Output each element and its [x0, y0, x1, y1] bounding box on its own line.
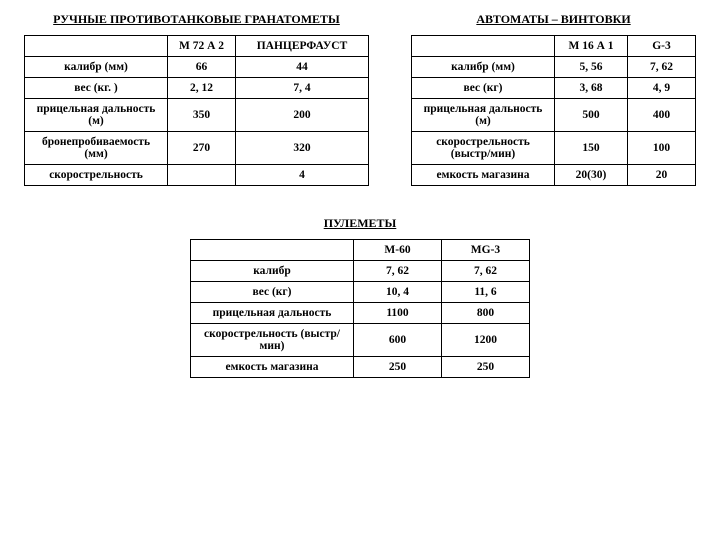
- section-grenade-launchers: РУЧНЫЕ ПРОТИВОТАНКОВЫЕ ГРАНАТОМЕТЫ М 72 …: [24, 12, 369, 186]
- row-label: калибр: [191, 261, 354, 282]
- table-header-row: М-60 МG-3: [191, 240, 530, 261]
- cell: 200: [236, 99, 369, 132]
- header-empty: [191, 240, 354, 261]
- cell: 20(30): [555, 165, 628, 186]
- section-rifles: АВТОМАТЫ – ВИНТОВКИ М 16 А 1 G-3 калибр …: [411, 12, 696, 186]
- cell: 400: [628, 99, 696, 132]
- cell: 350: [168, 99, 236, 132]
- table-row: емкость магазина250250: [191, 357, 530, 378]
- table-row: скорострельность (выстр/мин)6001200: [191, 324, 530, 357]
- row-label: вес (кг): [412, 78, 555, 99]
- table-rifles: М 16 А 1 G-3 калибр (мм)5, 567, 62 вес (…: [411, 35, 696, 186]
- cell: 11, 6: [442, 282, 530, 303]
- header-cell: G-3: [628, 36, 696, 57]
- table-grenade-launchers: М 72 А 2 ПАНЦЕРФАУСТ калибр (мм)6644 вес…: [24, 35, 369, 186]
- cell: 3, 68: [555, 78, 628, 99]
- row-label: прицельная дальность: [191, 303, 354, 324]
- cell: 100: [628, 132, 696, 165]
- section-machine-guns: ПУЛЕМЕТЫ М-60 МG-3 калибр7, 627, 62 вес …: [24, 216, 696, 378]
- row-label: емкость магазина: [191, 357, 354, 378]
- table-header-row: М 16 А 1 G-3: [412, 36, 696, 57]
- table-row: емкость магазина20(30)20: [412, 165, 696, 186]
- cell: 150: [555, 132, 628, 165]
- table-row: прицельная дальность1100800: [191, 303, 530, 324]
- cell: 800: [442, 303, 530, 324]
- cell: 44: [236, 57, 369, 78]
- row-label: емкость магазина: [412, 165, 555, 186]
- cell: 500: [555, 99, 628, 132]
- cell: 320: [236, 132, 369, 165]
- table-row: скорострельность 4: [25, 165, 369, 186]
- row-label: скорострельность (выстр/мин): [412, 132, 555, 165]
- cell: 1200: [442, 324, 530, 357]
- row-label: прицельная дальность (м): [25, 99, 168, 132]
- row-label: прицельная дальность (м): [412, 99, 555, 132]
- cell: 10, 4: [354, 282, 442, 303]
- cell: 7, 62: [442, 261, 530, 282]
- table-row: калибр7, 627, 62: [191, 261, 530, 282]
- header-empty: [25, 36, 168, 57]
- cell: 250: [442, 357, 530, 378]
- cell: 20: [628, 165, 696, 186]
- table-row: калибр (мм)5, 567, 62: [412, 57, 696, 78]
- section-title: АВТОМАТЫ – ВИНТОВКИ: [476, 12, 630, 27]
- header-cell: М 72 А 2: [168, 36, 236, 57]
- cell: 5, 56: [555, 57, 628, 78]
- table-row: бронепробиваемость (мм)270320: [25, 132, 369, 165]
- table-row: вес (кг)3, 684, 9: [412, 78, 696, 99]
- cell: 600: [354, 324, 442, 357]
- cell: 270: [168, 132, 236, 165]
- row-label: калибр (мм): [412, 57, 555, 78]
- table-row: прицельная дальность (м)350200: [25, 99, 369, 132]
- cell: 1100: [354, 303, 442, 324]
- cell: 7, 4: [236, 78, 369, 99]
- table-machine-guns: М-60 МG-3 калибр7, 627, 62 вес (кг)10, 4…: [190, 239, 530, 378]
- row-label: вес (кг. ): [25, 78, 168, 99]
- section-title: ПУЛЕМЕТЫ: [324, 216, 397, 231]
- section-title: РУЧНЫЕ ПРОТИВОТАНКОВЫЕ ГРАНАТОМЕТЫ: [53, 12, 340, 27]
- cell: [168, 165, 236, 186]
- cell: 7, 62: [354, 261, 442, 282]
- cell: 7, 62: [628, 57, 696, 78]
- table-row: вес (кг)10, 411, 6: [191, 282, 530, 303]
- row-label: вес (кг): [191, 282, 354, 303]
- table-row: вес (кг. )2, 127, 4: [25, 78, 369, 99]
- row-label: скорострельность: [25, 165, 168, 186]
- cell: 4, 9: [628, 78, 696, 99]
- row-label: скорострельность (выстр/мин): [191, 324, 354, 357]
- table-row: калибр (мм)6644: [25, 57, 369, 78]
- cell: 66: [168, 57, 236, 78]
- table-row: прицельная дальность (м)500400: [412, 99, 696, 132]
- table-header-row: М 72 А 2 ПАНЦЕРФАУСТ: [25, 36, 369, 57]
- row-label: бронепробиваемость (мм): [25, 132, 168, 165]
- header-empty: [412, 36, 555, 57]
- header-cell: М-60: [354, 240, 442, 261]
- header-cell: МG-3: [442, 240, 530, 261]
- header-cell: М 16 А 1: [555, 36, 628, 57]
- header-cell: ПАНЦЕРФАУСТ: [236, 36, 369, 57]
- cell: 250: [354, 357, 442, 378]
- row-label: калибр (мм): [25, 57, 168, 78]
- cell: 2, 12: [168, 78, 236, 99]
- table-row: скорострельность (выстр/мин)150100: [412, 132, 696, 165]
- cell: 4: [236, 165, 369, 186]
